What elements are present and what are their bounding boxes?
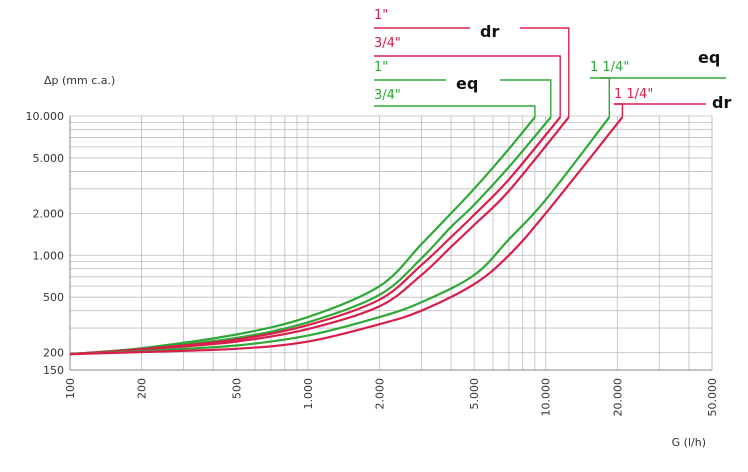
- type-label: dr: [712, 93, 731, 112]
- y-tick-label: 5.000: [33, 152, 65, 165]
- curve-label-dr: 1" 3/4" dr: [374, 8, 570, 118]
- size-label: 1": [374, 8, 388, 23]
- curve-label-eq: 1 1/4" eq: [590, 48, 726, 118]
- tick-labels: 150 200 500 1.000 2.000 5.000 10.000 100 200 500 1…: [26, 110, 720, 417]
- size-label: 3/4": [374, 88, 401, 103]
- curve-annotations: 1" 3/4" dr 1" 3/4" eq 1 1/4" eq 1 1/4" dr: [374, 8, 731, 118]
- curve-label-dr: 1 1/4" dr: [614, 87, 731, 118]
- type-label: eq: [456, 74, 478, 93]
- curve-eq: [69, 116, 536, 356]
- type-label: dr: [480, 22, 499, 41]
- y-axis-title: Δp (mm c.a.): [44, 74, 115, 87]
- x-tick-label: 2.000: [373, 378, 386, 410]
- y-tick-label: 10.000: [26, 110, 65, 123]
- y-tick-label: 1.000: [33, 249, 65, 262]
- series: [69, 116, 624, 356]
- y-tick-label: 200: [43, 347, 64, 360]
- x-tick-label: 20.000: [611, 378, 624, 417]
- y-tick-label: 150: [43, 364, 64, 377]
- type-label: eq: [698, 48, 720, 67]
- size-label: 1 1/4": [614, 87, 653, 102]
- grid: [69, 115, 713, 370]
- x-tick-label: 5.000: [468, 378, 481, 410]
- leader-line: [614, 103, 624, 118]
- curve-eq: [69, 116, 552, 356]
- leader-line: [600, 77, 610, 118]
- leader-line: [536, 55, 561, 118]
- y-tick-label: 500: [43, 291, 64, 304]
- y-tick-label: 2.000: [33, 207, 65, 220]
- curve-dr: [69, 116, 562, 356]
- x-tick-label: 10.000: [540, 378, 553, 417]
- size-label: 1 1/4": [590, 60, 629, 75]
- curve-label-eq: 1" 3/4" eq: [374, 60, 552, 118]
- size-label: 1": [374, 60, 388, 75]
- leader-line: [520, 27, 570, 118]
- curve-dr: [69, 116, 624, 356]
- x-tick-label: 1.000: [302, 378, 315, 410]
- x-tick-label: 500: [230, 378, 243, 399]
- leader-line: [500, 79, 552, 118]
- curve-dr: [69, 116, 570, 356]
- x-tick-label: 50.000: [706, 378, 719, 417]
- axes: [69, 116, 712, 371]
- x-axis-title: G (l/h): [672, 436, 706, 449]
- size-label: 3/4": [374, 36, 401, 51]
- leader-line: [512, 105, 536, 118]
- x-tick-label: 100: [64, 378, 77, 399]
- curve-eq: [69, 116, 611, 356]
- x-tick-label: 200: [136, 378, 149, 399]
